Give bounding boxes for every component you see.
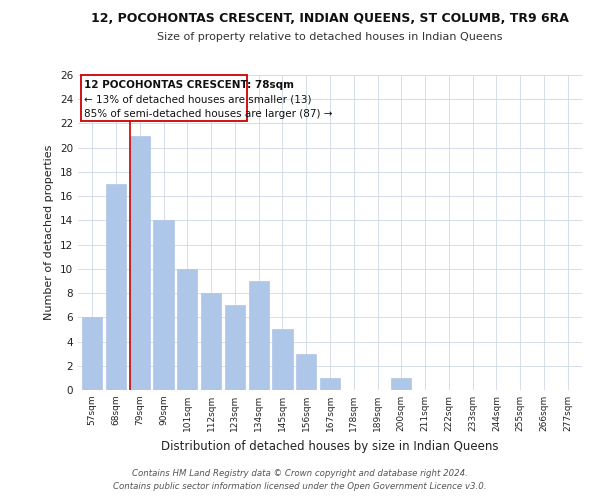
Bar: [320, 378, 340, 390]
Text: 12, POCOHONTAS CRESCENT, INDIAN QUEENS, ST COLUMB, TR9 6RA: 12, POCOHONTAS CRESCENT, INDIAN QUEENS, …: [91, 12, 569, 26]
Text: ← 13% of detached houses are smaller (13): ← 13% of detached houses are smaller (13…: [85, 94, 312, 104]
Bar: [391, 378, 412, 390]
Text: Contains HM Land Registry data © Crown copyright and database right 2024.: Contains HM Land Registry data © Crown c…: [132, 468, 468, 477]
X-axis label: Distribution of detached houses by size in Indian Queens: Distribution of detached houses by size …: [161, 440, 499, 452]
FancyBboxPatch shape: [81, 75, 247, 121]
Text: Size of property relative to detached houses in Indian Queens: Size of property relative to detached ho…: [157, 32, 503, 42]
Bar: [201, 293, 221, 390]
Bar: [130, 136, 150, 390]
Text: 12 POCOHONTAS CRESCENT: 78sqm: 12 POCOHONTAS CRESCENT: 78sqm: [85, 80, 295, 90]
Bar: [82, 318, 103, 390]
Bar: [225, 305, 245, 390]
Text: 85% of semi-detached houses are larger (87) →: 85% of semi-detached houses are larger (…: [85, 109, 333, 119]
Bar: [248, 281, 269, 390]
Bar: [106, 184, 126, 390]
Y-axis label: Number of detached properties: Number of detached properties: [44, 145, 55, 320]
Bar: [154, 220, 173, 390]
Bar: [296, 354, 316, 390]
Bar: [272, 330, 293, 390]
Text: Contains public sector information licensed under the Open Government Licence v3: Contains public sector information licen…: [113, 482, 487, 491]
Bar: [177, 269, 197, 390]
